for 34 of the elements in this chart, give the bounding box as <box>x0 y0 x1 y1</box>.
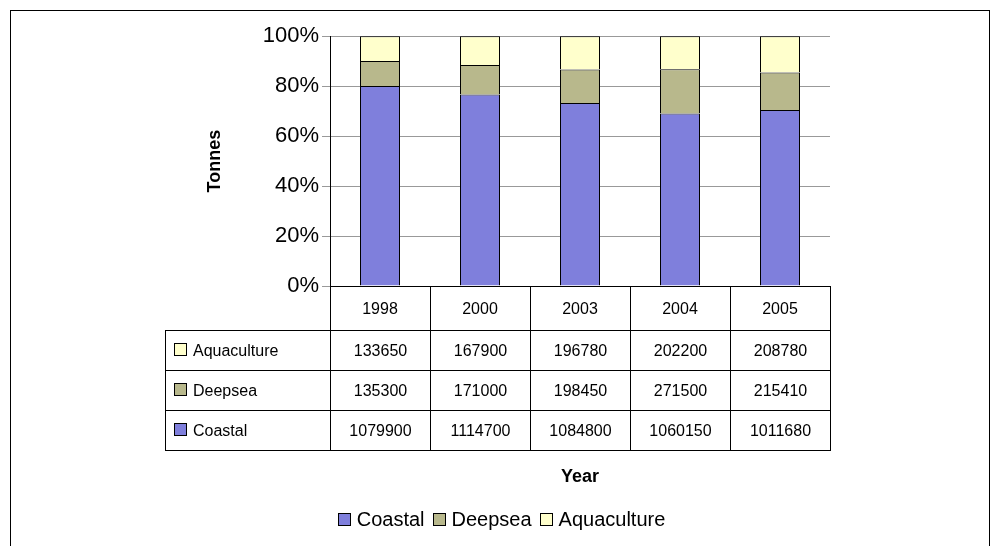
x-tick-label: 2004 <box>662 300 698 318</box>
text: Coastal <box>356 508 425 530</box>
y-axis-title: Tonnes <box>203 129 224 193</box>
text: Year <box>559 466 600 487</box>
y-tick-label: 20% <box>274 222 319 248</box>
text: 167900 <box>430 330 531 371</box>
text: 215410 <box>730 370 831 411</box>
x-tick-label: 2005 <box>762 300 798 318</box>
y-tick-label: 0% <box>287 272 319 298</box>
text: 202200 <box>630 330 731 371</box>
legend-label: Deepsea <box>192 381 258 400</box>
text: 208780 <box>730 330 831 371</box>
text: 198450 <box>530 370 631 411</box>
text: 1114700 <box>430 410 531 451</box>
text: 1011680 <box>730 410 831 451</box>
y-tick-label: 80% <box>274 72 319 98</box>
legend-label: Aquaculture <box>192 341 279 360</box>
text: Aquaculture <box>558 508 666 530</box>
text: 171000 <box>430 370 531 411</box>
text: 1079900 <box>330 410 431 451</box>
x-tick-label: 1998 <box>362 300 398 318</box>
y-tick-label: 60% <box>274 122 319 148</box>
text: 271500 <box>630 370 731 411</box>
text: 196780 <box>530 330 631 371</box>
x-tick-label: 2003 <box>562 300 598 318</box>
text: 1060150 <box>630 410 731 451</box>
y-tick-label: 100% <box>262 22 319 48</box>
text: Deepsea <box>451 508 532 530</box>
text: 1084800 <box>530 410 631 451</box>
legend-label: Coastal <box>192 421 248 440</box>
x-tick-label: 2000 <box>462 300 498 318</box>
text: 133650 <box>330 330 431 371</box>
text: 135300 <box>330 370 431 411</box>
y-tick-label: 40% <box>274 172 319 198</box>
